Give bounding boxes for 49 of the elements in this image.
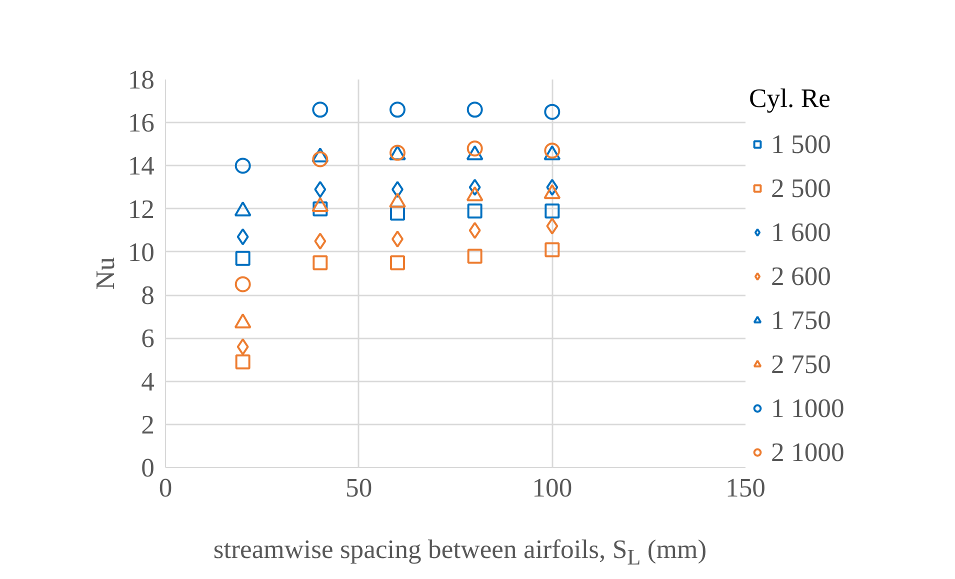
point — [312, 255, 328, 270]
point — [314, 180, 326, 198]
legend-label: 2 500 — [771, 172, 832, 204]
point — [466, 102, 483, 118]
legend-title: Cyl. Re — [749, 83, 832, 114]
point — [236, 228, 249, 246]
y-tick-label: 18 — [128, 64, 154, 94]
y-axis-title: Nu — [90, 257, 120, 290]
x-tick-label: 50 — [346, 472, 372, 502]
point — [390, 102, 406, 118]
point — [546, 218, 558, 235]
y-tick-label: 6 — [141, 323, 154, 354]
point — [390, 255, 405, 270]
y-tick-label: 16 — [128, 108, 154, 138]
y-tick-label: 8 — [141, 280, 154, 310]
legend-label: 2 750 — [771, 348, 832, 380]
point — [312, 201, 328, 216]
point — [468, 178, 481, 196]
y-tick-label: 12 — [128, 194, 154, 224]
point — [546, 178, 558, 196]
point — [235, 354, 250, 370]
y-tick-label: 10 — [128, 236, 154, 267]
point — [236, 338, 249, 356]
legend-label: 2 600 — [771, 260, 832, 292]
x-axis-title: streamwise spacing between airfoils, S$_{L}$ (mm) — [213, 533, 707, 572]
point — [235, 250, 250, 266]
legend-label: 1 1000 — [771, 392, 846, 424]
x-tick-label: 150 — [726, 472, 766, 502]
point — [314, 232, 326, 250]
point — [466, 140, 483, 156]
y-tick-label: 2 — [141, 409, 154, 440]
legend-label: 2 1000 — [771, 436, 846, 468]
point — [467, 203, 482, 218]
point — [467, 248, 482, 264]
point — [544, 203, 560, 218]
point — [234, 276, 251, 292]
x-tick-label: 100 — [532, 472, 572, 502]
point — [468, 222, 481, 239]
y-tick-label: 4 — [141, 366, 154, 396]
y-tick-label: 14 — [128, 150, 154, 181]
legend-label: 1 600 — [771, 216, 832, 248]
point — [312, 102, 328, 118]
point — [312, 151, 328, 168]
legend-label: 1 750 — [771, 304, 832, 336]
y-tick-label: 0 — [141, 452, 154, 482]
legend-label: 1 500 — [771, 128, 832, 160]
point — [544, 242, 560, 258]
point — [234, 158, 251, 174]
point — [544, 104, 560, 120]
